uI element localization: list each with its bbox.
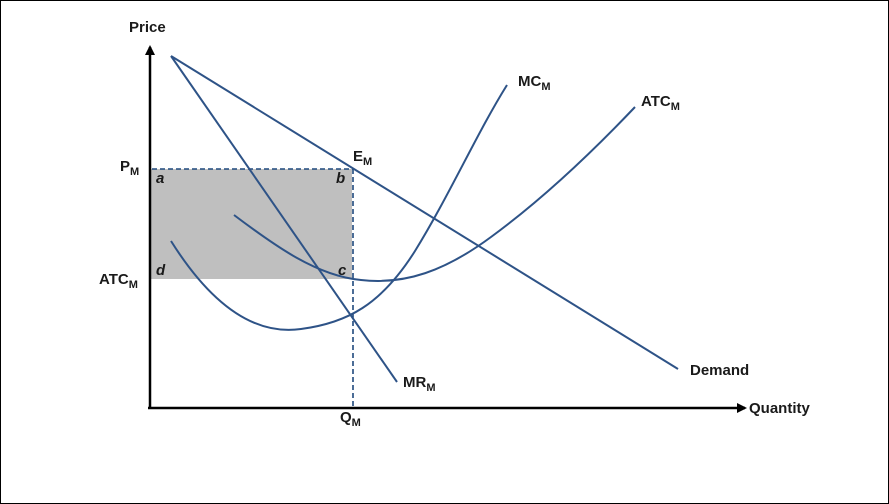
quantity-level-label: QM	[340, 409, 361, 429]
mc-curve	[170, 84, 508, 331]
equilibrium-label-sub: M	[363, 156, 372, 168]
demand-curve	[170, 55, 679, 370]
quantity-level-base: Q	[340, 409, 352, 426]
mr-curve	[170, 55, 398, 383]
mc-label-sub: M	[541, 81, 550, 93]
price-level-sub: M	[130, 166, 139, 178]
atc-label: ATCM	[641, 93, 680, 113]
mr-label: MRM	[403, 374, 436, 394]
price-level-label: PM	[120, 158, 139, 178]
point-d-label: d	[156, 262, 166, 279]
atc-curve	[233, 106, 636, 282]
profit-area	[150, 169, 352, 279]
demand-label: Demand	[690, 362, 749, 379]
x-axis-title: Quantity	[749, 400, 810, 417]
atc-label-base: ATC	[641, 93, 671, 110]
atc-level-base: ATC	[99, 271, 129, 288]
quantity-level-sub: M	[352, 417, 361, 429]
atc-level-sub: M	[129, 279, 138, 291]
atc-label-sub: M	[671, 101, 680, 113]
point-a-label: a	[156, 170, 164, 187]
y-axis-title: Price	[129, 19, 166, 36]
mc-label: MCM	[518, 73, 551, 93]
point-b-label: b	[336, 170, 345, 187]
mr-label-base: MR	[403, 374, 426, 391]
atc-level-label: ATCM	[99, 271, 138, 291]
price-level-base: P	[120, 158, 130, 175]
equilibrium-label: EM	[353, 148, 372, 168]
point-c-label: c	[338, 262, 347, 279]
mr-label-sub: M	[426, 382, 435, 394]
equilibrium-label-base: E	[353, 148, 363, 165]
mc-label-base: MC	[518, 73, 541, 90]
